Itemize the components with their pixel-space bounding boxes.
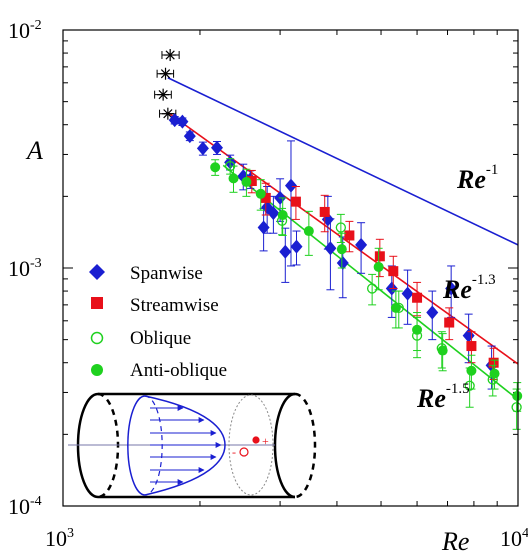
pipe-outlet-dashed xyxy=(294,392,317,499)
data-point xyxy=(436,343,447,354)
data-point xyxy=(336,244,347,255)
x-tick-label: 103 xyxy=(45,526,74,551)
data-point xyxy=(464,380,475,391)
data-point xyxy=(344,230,355,241)
fit-line--1 xyxy=(167,77,518,246)
data-point xyxy=(168,113,181,128)
data-point xyxy=(279,244,292,259)
profile-base-solid xyxy=(127,395,146,496)
legend-label-spanwise: Spanwise xyxy=(130,263,203,284)
annotation-re-minus-1.5: Re-1.5 xyxy=(416,381,470,413)
series-spanwise xyxy=(168,113,498,390)
fit-annotations: Re-1 Re-1.3 Re-1.5 xyxy=(416,162,498,413)
x-tick-label: 104 xyxy=(500,526,528,551)
data-point xyxy=(373,261,384,272)
data-point xyxy=(260,192,271,203)
data-point xyxy=(336,255,349,270)
data-point xyxy=(488,357,499,368)
data-point xyxy=(284,178,297,193)
data-point xyxy=(210,162,221,173)
data-point xyxy=(335,222,347,233)
axes: 103 104 10-4 10-3 10-2 xyxy=(8,18,528,551)
data-point xyxy=(374,251,385,262)
data-point xyxy=(165,50,175,60)
legend-label-anti-oblique: Anti-oblique xyxy=(130,360,227,381)
annotation-re-minus-1.3: Re-1.3 xyxy=(442,272,496,304)
legend: Spanwise Streamwise Oblique Anti-oblique xyxy=(89,263,227,381)
y-axis-label: A xyxy=(25,136,43,165)
data-point xyxy=(401,286,414,301)
data-point xyxy=(426,305,439,320)
x-axis-label: Re xyxy=(441,527,469,556)
data-point xyxy=(466,341,477,352)
pipe-diagram-inset: + - xyxy=(68,392,317,499)
data-point xyxy=(366,283,378,294)
series-oblique xyxy=(224,158,522,430)
legend-item-oblique: Oblique xyxy=(90,328,191,349)
y-tick-label: 10-2 xyxy=(8,18,42,43)
pipe-outlet-solid xyxy=(273,392,296,499)
data-point xyxy=(324,241,337,256)
data-point xyxy=(355,237,368,252)
data-point xyxy=(183,129,196,144)
velocity-profile xyxy=(144,395,226,496)
velocity-arrows xyxy=(150,405,222,485)
y-tick-label: 10-4 xyxy=(8,494,42,519)
series-reference-asterisk xyxy=(154,49,180,120)
data-point xyxy=(412,292,423,303)
data-point xyxy=(393,302,404,314)
data-point xyxy=(511,402,522,413)
data-point xyxy=(290,239,303,254)
data-point xyxy=(487,374,498,385)
cross-section xyxy=(228,394,274,496)
data-point xyxy=(445,281,458,296)
y-tick-label: 10-3 xyxy=(8,256,42,281)
jet-plus-dot xyxy=(252,436,260,444)
data-point xyxy=(267,206,280,221)
data-point xyxy=(257,220,270,235)
data-point xyxy=(158,90,168,100)
data-point xyxy=(444,317,455,328)
data-point xyxy=(388,266,399,277)
legend-marker-oblique xyxy=(90,331,104,345)
data-point xyxy=(276,215,288,226)
data-point xyxy=(466,365,477,376)
plot-frame xyxy=(62,29,519,507)
legend-item-spanwise: Spanwise xyxy=(89,263,203,284)
data-point xyxy=(160,69,171,79)
jet-minus-ring xyxy=(239,447,249,457)
data-point xyxy=(411,330,423,341)
data-point xyxy=(176,114,189,129)
legend-marker-streamwise xyxy=(91,297,103,309)
legend-marker-spanwise xyxy=(89,264,105,280)
legend-item-streamwise: Streamwise xyxy=(91,295,219,316)
data-point xyxy=(255,188,266,199)
legend-marker-anti-oblique xyxy=(91,364,103,376)
legend-item-anti-oblique: Anti-oblique xyxy=(91,360,227,381)
data-point xyxy=(224,160,236,172)
legend-label-streamwise: Streamwise xyxy=(130,295,219,316)
data-point xyxy=(246,176,257,187)
data-point xyxy=(290,196,301,207)
data-points xyxy=(154,49,523,430)
jet-plus-sign: + xyxy=(262,434,269,448)
data-point xyxy=(196,141,209,156)
data-point xyxy=(512,390,523,401)
legend-label-oblique: Oblique xyxy=(130,328,191,349)
jet-minus-sign: - xyxy=(232,445,236,459)
data-point xyxy=(210,140,223,155)
data-point xyxy=(319,206,330,217)
data-point xyxy=(228,173,239,184)
data-point xyxy=(489,368,500,379)
data-point xyxy=(241,176,252,187)
data-point xyxy=(303,226,314,237)
annotation-re-minus-1: Re-1 xyxy=(456,162,498,194)
data-point xyxy=(163,109,173,119)
